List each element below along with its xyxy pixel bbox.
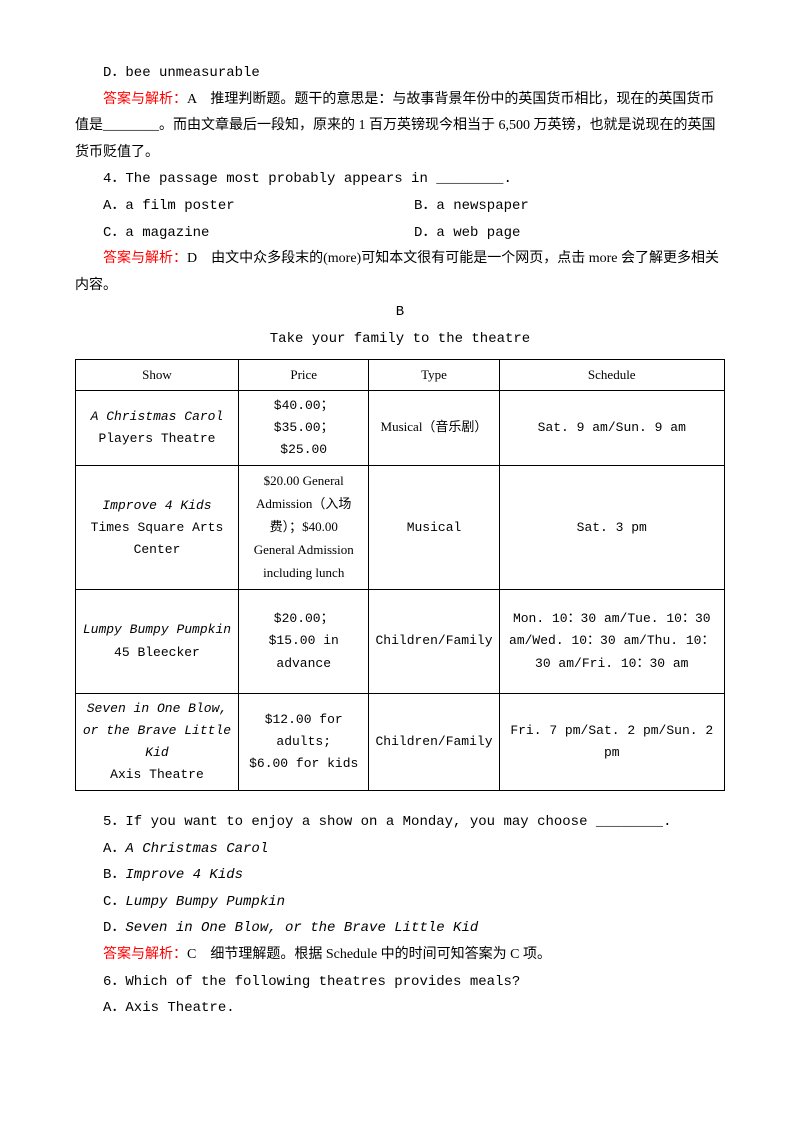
q5-answer-line: 答案与解析：C 细节理解题。根据 Schedule 中的时间可知答案为 C 项。 bbox=[75, 942, 725, 969]
cell-show: A Christmas CarolPlayers Theatre bbox=[76, 390, 239, 465]
table-header-row: Show Price Type Schedule bbox=[76, 359, 725, 390]
table-row: Improve 4 KidsTimes Square Arts Center $… bbox=[76, 465, 725, 589]
q5-option-d: D．Seven in One Blow, or the Brave Little… bbox=[75, 915, 725, 942]
section-title: Take your family to the theatre bbox=[75, 326, 725, 353]
th-type: Type bbox=[369, 359, 499, 390]
cell-type: Musical（音乐剧） bbox=[369, 390, 499, 465]
q4-option-b: B．a newspaper bbox=[414, 193, 725, 220]
q4-option-a: A．a film poster bbox=[103, 193, 414, 220]
cell-price: $20.00 General Admission（入场费）；$40.00 Gen… bbox=[238, 465, 369, 589]
q3-answer-prefix: 答案与解析： bbox=[103, 92, 187, 107]
th-schedule: Schedule bbox=[499, 359, 724, 390]
cell-schedule: Mon. 10：30 am/Tue. 10：30 am/Wed. 10：30 a… bbox=[499, 590, 724, 693]
th-price: Price bbox=[238, 359, 369, 390]
cell-schedule: Sat. 9 am/Sun. 9 am bbox=[499, 390, 724, 465]
th-show: Show bbox=[76, 359, 239, 390]
cell-type: Children/Family bbox=[369, 693, 499, 790]
q4-answer-line: 答案与解析：D 由文中众多段末的(more)可知本文很有可能是一个网页，点击 m… bbox=[75, 246, 725, 299]
q4-stem: 4．The passage most probably appears in _… bbox=[75, 166, 725, 193]
table-row: A Christmas CarolPlayers Theatre $40.00；… bbox=[76, 390, 725, 465]
cell-type: Musical bbox=[369, 465, 499, 589]
cell-show: Seven in One Blow, or the Brave Little K… bbox=[76, 693, 239, 790]
q5-option-c: C．Lumpy Bumpy Pumpkin bbox=[75, 889, 725, 916]
cell-show: Improve 4 KidsTimes Square Arts Center bbox=[76, 465, 239, 589]
q4-answer-prefix: 答案与解析： bbox=[75, 246, 187, 273]
table-row: Seven in One Blow, or the Brave Little K… bbox=[76, 693, 725, 790]
q4-option-c: C．a magazine bbox=[103, 220, 414, 247]
q3-answer-line: 答案与解析：A 推理判断题。题干的意思是：与故事背景年份中的英国货币相比，现在的… bbox=[75, 87, 725, 167]
q5-answer-prefix: 答案与解析： bbox=[103, 947, 187, 962]
section-label: B bbox=[75, 299, 725, 326]
q5-answer-text: C 细节理解题。根据 Schedule 中的时间可知答案为 C 项。 bbox=[187, 947, 551, 962]
q6-stem: 6．Which of the following theatres provid… bbox=[75, 969, 725, 996]
cell-price: $40.00； $35.00； $25.00 bbox=[238, 390, 369, 465]
q5-stem: 5．If you want to enjoy a show on a Monda… bbox=[75, 809, 725, 836]
cell-show: Lumpy Bumpy Pumpkin 45 Bleecker bbox=[76, 590, 239, 693]
table-row: Lumpy Bumpy Pumpkin 45 Bleecker $20.00； … bbox=[76, 590, 725, 693]
q4-options-row1: A．a film poster B．a newspaper bbox=[103, 193, 725, 220]
theatre-table: Show Price Type Schedule A Christmas Car… bbox=[75, 359, 725, 792]
cell-schedule: Fri. 7 pm/Sat. 2 pm/Sun. 2 pm bbox=[499, 693, 724, 790]
q5-option-a: A．A Christmas Carol bbox=[75, 836, 725, 863]
cell-type: Children/Family bbox=[369, 590, 499, 693]
cell-price: $12.00 for adults; $6.00 for kids bbox=[238, 693, 369, 790]
q6-option-a: A．Axis Theatre. bbox=[75, 995, 725, 1022]
q3-option-d: D．bee unmeasurable bbox=[75, 60, 725, 87]
q4-option-d: D．a web page bbox=[414, 220, 725, 247]
q5-option-b: B．Improve 4 Kids bbox=[75, 862, 725, 889]
cell-price: $20.00； $15.00 in advance bbox=[238, 590, 369, 693]
q4-options-row2: C．a magazine D．a web page bbox=[103, 220, 725, 247]
cell-schedule: Sat. 3 pm bbox=[499, 465, 724, 589]
